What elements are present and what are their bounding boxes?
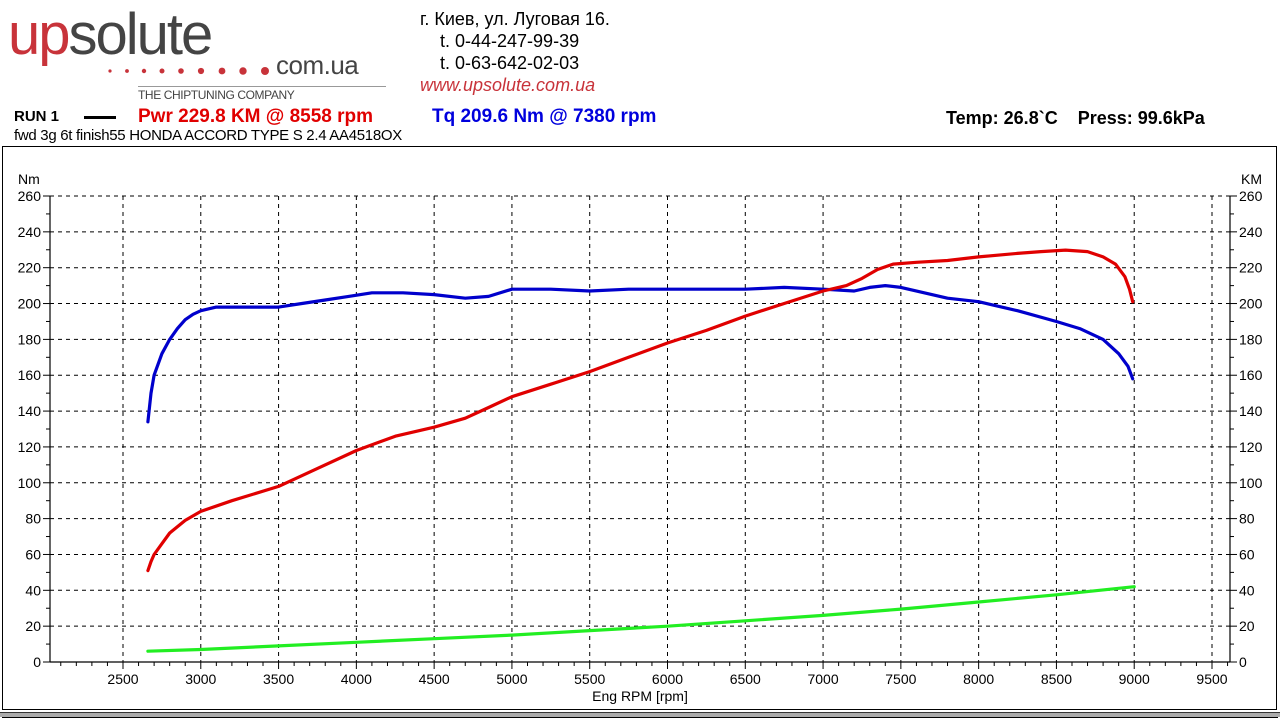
y-tick-label-left: 200 xyxy=(18,296,42,312)
environment-conditions: Temp: 26.8`C Press: 99.6kPa xyxy=(946,108,1205,128)
x-tick-label: 9000 xyxy=(1119,671,1150,687)
x-tick-label: 3500 xyxy=(263,671,294,687)
run-description: fwd 3g 6t finish55 HONDA ACCORD TYPE S 2… xyxy=(14,127,402,144)
y-tick-label-right: 180 xyxy=(1239,331,1263,347)
y-tick-label-left: 140 xyxy=(18,403,42,419)
x-tick-label: 8000 xyxy=(963,671,994,687)
window-bottom-border-inner xyxy=(2,717,1278,721)
website-link[interactable]: www.upsolute.com.ua xyxy=(420,75,596,95)
y-tick-label-right: 200 xyxy=(1239,296,1263,312)
x-tick-label: 3000 xyxy=(185,671,216,687)
upsolute-logo: upsolute com.ua THE CHIPTUNING COMPANY xyxy=(8,6,388,102)
y-tick-label-right: 220 xyxy=(1239,260,1263,276)
y-tick-label-left: 100 xyxy=(18,475,42,491)
window-bottom-border xyxy=(0,712,1280,717)
chart-axes: 0 0 20 20 40 40 60 60 80 80 100 100 120 120 140 140 160 1… xyxy=(18,188,1263,687)
logo-up: up xyxy=(8,2,70,67)
x-tick-label: 2500 xyxy=(107,671,138,687)
y-tick-label-left: 80 xyxy=(25,511,41,527)
y-tick-label-left: 40 xyxy=(25,582,41,598)
y-tick-label-left: 60 xyxy=(25,546,41,562)
y-axis-left-label: Nm xyxy=(18,171,40,187)
torque-curve xyxy=(146,284,1135,424)
logo-tagline: THE CHIPTUNING COMPANY xyxy=(138,88,295,102)
chart-grid xyxy=(50,195,1230,662)
x-tick-label: 5500 xyxy=(574,671,605,687)
y-tick-label-right: 20 xyxy=(1239,618,1255,634)
x-tick-label: 8500 xyxy=(1041,671,1072,687)
y-tick-label-left: 120 xyxy=(18,439,42,455)
phone-1: t. 0-44-247-99-39 xyxy=(440,31,580,51)
loss-curve xyxy=(146,585,1136,653)
y-axis-right-label: KM xyxy=(1241,171,1262,187)
chart-series xyxy=(146,248,1136,653)
x-tick-label: 4500 xyxy=(419,671,450,687)
y-tick-label-left: 260 xyxy=(18,188,42,204)
y-tick-label-left: 240 xyxy=(18,224,42,240)
run-legend-line xyxy=(84,116,116,119)
x-tick-label: 4000 xyxy=(341,671,372,687)
y-tick-label-left: 20 xyxy=(25,618,41,634)
y-tick-label-right: 60 xyxy=(1239,546,1255,562)
address: г. Киев, ул. Луговая 16. xyxy=(420,9,610,29)
y-tick-label-right: 120 xyxy=(1239,439,1263,455)
run-label: RUN 1 xyxy=(14,108,60,125)
phone-2: t. 0-63-642-02-03 xyxy=(440,53,580,73)
chart-frame xyxy=(2,146,1277,710)
y-tick-label-left: 220 xyxy=(18,260,42,276)
y-tick-label-left: 160 xyxy=(18,367,42,383)
y-tick-label-left: 0 xyxy=(33,654,41,670)
power-peak-summary: Pwr 229.8 KM @ 8558 rpm xyxy=(138,106,374,127)
x-tick-label: 6000 xyxy=(652,671,683,687)
contact-info: г. Киев, ул. Луговая 16. t. 0-44-247-99-… xyxy=(420,8,610,96)
y-tick-label-right: 240 xyxy=(1239,224,1263,240)
y-tick-label-right: 140 xyxy=(1239,403,1263,419)
logo-wordmark: upsolute xyxy=(8,6,213,64)
logo-solute: solute xyxy=(68,2,214,67)
x-tick-label: 6500 xyxy=(730,671,761,687)
x-tick-label: 7500 xyxy=(885,671,916,687)
y-tick-label-left: 180 xyxy=(18,331,42,347)
y-tick-label-right: 160 xyxy=(1239,367,1263,383)
x-tick-label: 7000 xyxy=(807,671,838,687)
x-tick-label: 5000 xyxy=(496,671,527,687)
x-axis-label: Eng RPM [rpm] xyxy=(592,688,688,704)
y-tick-label-right: 100 xyxy=(1239,475,1263,491)
y-tick-label-right: 80 xyxy=(1239,511,1255,527)
x-tick-label: 9500 xyxy=(1196,671,1227,687)
power-curve xyxy=(146,248,1135,573)
y-tick-label-right: 260 xyxy=(1239,188,1263,204)
logo-domain: com.ua xyxy=(276,50,359,80)
logo-divider xyxy=(138,86,386,87)
logo-dots-decoration xyxy=(108,67,269,75)
y-tick-label-right: 40 xyxy=(1239,582,1255,598)
y-tick-label-right: 0 xyxy=(1239,654,1247,670)
torque-peak-summary: Tq 209.6 Nm @ 7380 rpm xyxy=(432,106,657,127)
